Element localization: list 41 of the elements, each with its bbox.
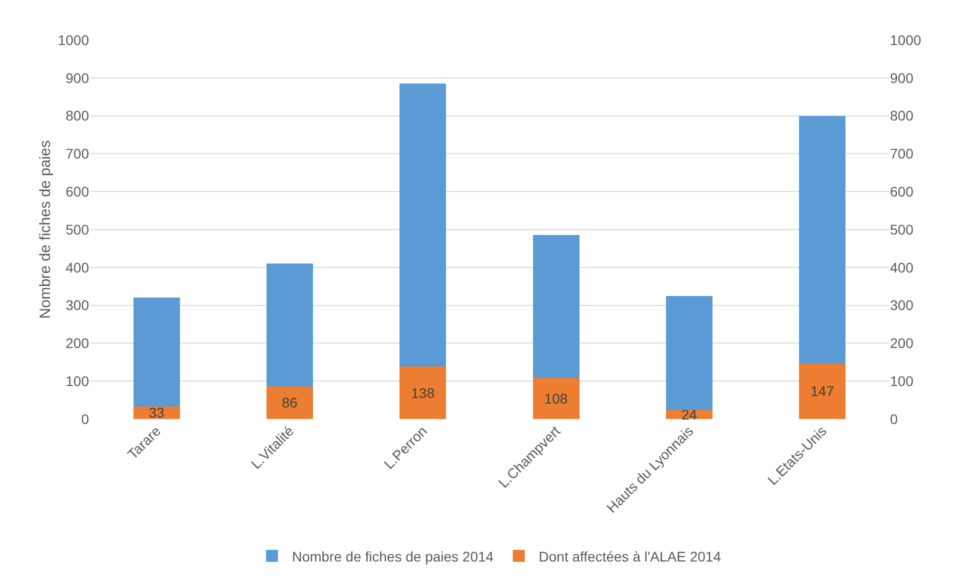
bar xyxy=(266,264,314,386)
data-label: 86 xyxy=(282,394,298,411)
bar xyxy=(532,235,580,378)
data-label: 108 xyxy=(544,390,568,407)
y-tick-label: 800 xyxy=(66,108,90,124)
bar xyxy=(133,298,180,406)
y-tick-label: 100 xyxy=(66,373,90,389)
bar xyxy=(400,84,446,367)
data-label: 138 xyxy=(411,384,435,401)
y-tick-label: 1000 xyxy=(58,32,90,48)
bar xyxy=(532,378,580,419)
data-label: 24 xyxy=(681,406,698,422)
y2-tick-label: 1000 xyxy=(890,32,922,48)
bar xyxy=(666,296,713,410)
y2-tick-label: 800 xyxy=(890,108,914,124)
legend-label: Nombre de fiches de paies 2014 xyxy=(292,548,494,564)
y2-tick-label: 500 xyxy=(890,221,914,238)
y-tick-label: 400 xyxy=(66,259,90,276)
y-tick-label: 0 xyxy=(81,410,90,427)
y-tick-label: 300 xyxy=(66,297,90,314)
legend-label: Dont affectées à l'ALAE 2014 xyxy=(538,548,722,564)
y2-tick-label: 700 xyxy=(890,146,914,162)
y-tick-label: 200 xyxy=(66,335,90,352)
y2-tick-label: 300 xyxy=(890,297,914,314)
bar xyxy=(266,386,314,419)
y-tick-label: 500 xyxy=(66,221,90,238)
bar xyxy=(799,116,846,364)
y2-tick-label: 200 xyxy=(890,335,914,352)
y2-tick-label: 0 xyxy=(890,410,898,427)
y2-tick-label: 900 xyxy=(890,70,914,86)
y2-tick-label: 100 xyxy=(890,373,914,389)
bar xyxy=(400,366,446,419)
y2-tick-label: 400 xyxy=(890,259,914,276)
y-tick-label: 900 xyxy=(66,70,90,86)
bar xyxy=(799,363,846,419)
y-tick-label: 700 xyxy=(66,146,90,162)
data-label: 147 xyxy=(810,383,834,400)
data-label: 33 xyxy=(148,404,164,421)
y-axis-title: Nombre de fiches de paies xyxy=(37,140,54,319)
y2-tick-label: 600 xyxy=(890,184,914,200)
y-tick-label: 600 xyxy=(66,184,90,200)
